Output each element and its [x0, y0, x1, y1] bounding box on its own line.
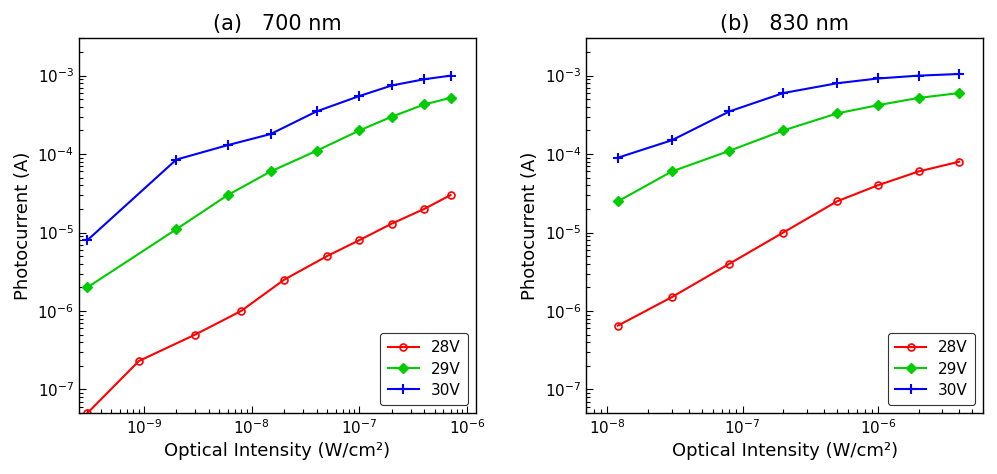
Legend: 28V, 29V, 30V: 28V, 29V, 30V: [380, 333, 469, 405]
28V: [912, 169, 924, 174]
Line: 29V: 29V: [614, 90, 963, 205]
28V: [871, 182, 883, 188]
29V: [310, 148, 322, 154]
30V: [445, 73, 457, 79]
30V: [354, 93, 366, 99]
30V: [666, 137, 678, 143]
28V: [419, 206, 431, 212]
28V: [666, 294, 678, 300]
29V: [612, 199, 624, 204]
29V: [912, 95, 924, 101]
28V: [354, 237, 366, 243]
29V: [221, 192, 233, 198]
28V: [445, 192, 457, 198]
Y-axis label: Photocurrent (A): Photocurrent (A): [14, 151, 32, 300]
28V: [278, 277, 290, 283]
Line: 28V: 28V: [614, 158, 963, 329]
29V: [778, 128, 790, 133]
30V: [419, 76, 431, 82]
30V: [612, 155, 624, 161]
29V: [264, 169, 276, 174]
28V: [386, 221, 398, 227]
30V: [724, 109, 736, 114]
Title: (b)   830 nm: (b) 830 nm: [720, 14, 849, 34]
30V: [221, 142, 233, 148]
30V: [170, 157, 182, 163]
29V: [170, 227, 182, 232]
30V: [871, 76, 883, 82]
29V: [724, 148, 736, 154]
29V: [953, 90, 965, 96]
X-axis label: Optical Intensity (W/cm²): Optical Intensity (W/cm²): [165, 442, 391, 460]
30V: [778, 90, 790, 96]
28V: [831, 199, 843, 204]
29V: [386, 114, 398, 119]
28V: [235, 308, 247, 314]
28V: [612, 323, 624, 328]
X-axis label: Optical Intensity (W/cm²): Optical Intensity (W/cm²): [672, 442, 897, 460]
Line: 29V: 29V: [84, 94, 454, 291]
29V: [419, 101, 431, 107]
30V: [82, 237, 94, 243]
29V: [82, 284, 94, 290]
28V: [321, 253, 333, 259]
28V: [953, 159, 965, 164]
28V: [189, 332, 201, 337]
30V: [386, 82, 398, 88]
29V: [354, 128, 366, 133]
Title: (a)   700 nm: (a) 700 nm: [213, 14, 342, 34]
Y-axis label: Photocurrent (A): Photocurrent (A): [521, 151, 539, 300]
29V: [831, 110, 843, 116]
Line: 28V: 28V: [84, 191, 454, 417]
28V: [778, 230, 790, 236]
29V: [445, 95, 457, 101]
Legend: 28V, 29V, 30V: 28V, 29V, 30V: [887, 333, 975, 405]
29V: [871, 102, 883, 108]
30V: [831, 81, 843, 86]
28V: [724, 261, 736, 266]
30V: [264, 131, 276, 137]
Line: 30V: 30V: [613, 69, 964, 163]
29V: [666, 169, 678, 174]
28V: [82, 410, 94, 416]
30V: [310, 109, 322, 114]
28V: [133, 358, 145, 364]
30V: [953, 71, 965, 77]
30V: [912, 73, 924, 79]
Line: 30V: 30V: [83, 71, 456, 245]
